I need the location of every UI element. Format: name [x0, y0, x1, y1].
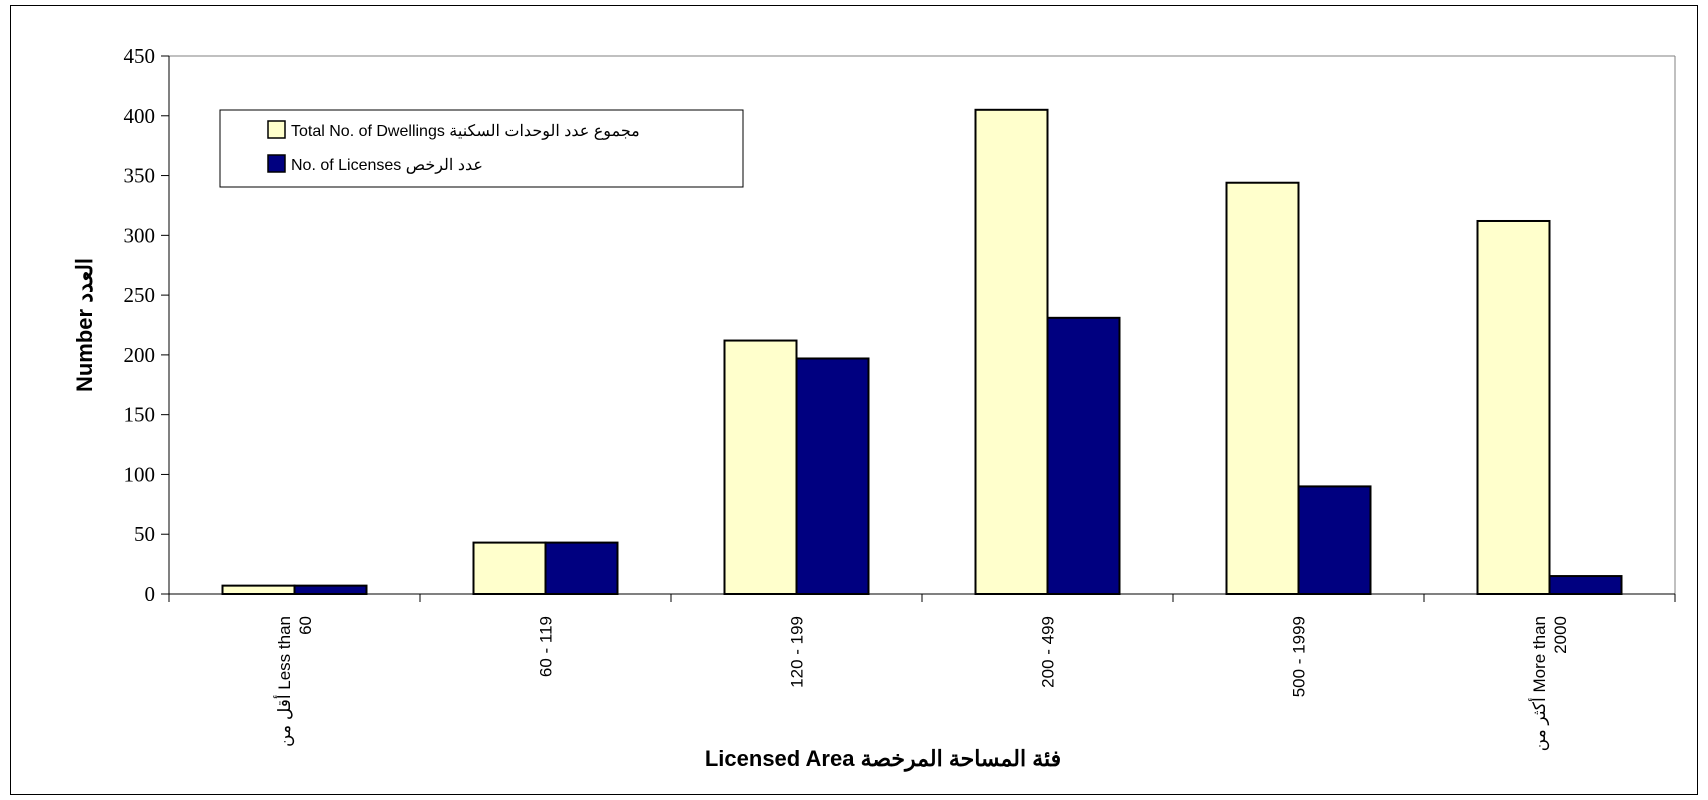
bar-licenses	[293, 584, 368, 595]
bar-licenses	[544, 541, 619, 596]
x-tick-label-line: 120 - 199	[788, 616, 807, 688]
bar-licenses	[1297, 485, 1372, 595]
bars	[221, 108, 1623, 596]
legend-box	[219, 109, 744, 188]
x-tick-label: أكثر من More than 2000	[1528, 616, 1570, 751]
legend-label-licenses: No. of Licenses عدد الرخص	[291, 157, 483, 174]
legend-swatch-dwellings	[267, 120, 286, 139]
bar-licenses	[795, 357, 870, 595]
x-tick-label: 60 - 119	[537, 616, 556, 677]
x-tick-label: أقل من Less than 60	[273, 616, 315, 747]
y-tick-label: 200	[124, 343, 156, 367]
bar-dwellings	[723, 339, 798, 596]
y-tick-label: 250	[124, 283, 156, 307]
y-axis-ticks: 0 50 100 150 200 250 300 350 400 450	[124, 44, 156, 606]
x-tick-label: 500 - 1999	[1290, 616, 1309, 697]
y-tick-label: 0	[145, 582, 156, 606]
axes	[161, 55, 1676, 602]
x-tick-label-line: أقل من Less than	[273, 616, 295, 747]
x-tick-label-line: 200 - 499	[1039, 616, 1058, 688]
bar-licenses	[1046, 316, 1121, 595]
legend-swatch-licenses	[267, 154, 286, 173]
y-tick-label: 300	[124, 223, 156, 247]
x-tick-label-line: 60	[296, 616, 315, 635]
bar-dwellings	[974, 108, 1049, 596]
y-tick-label: 50	[134, 522, 155, 546]
y-tick-label: 450	[124, 44, 156, 68]
legend: Total No. of Dwellings مجموع عدد الوحدات…	[219, 109, 744, 188]
x-tick-label: 200 - 499	[1039, 616, 1058, 688]
x-tick-label-line: 60 - 119	[537, 616, 556, 677]
bar-licenses	[1548, 575, 1623, 595]
x-tick-label-line: 500 - 1999	[1290, 616, 1309, 697]
legend-label-dwellings: Total No. of Dwellings مجموع عدد الوحدات…	[291, 123, 640, 140]
bar-dwellings	[1476, 219, 1551, 595]
x-tick-label: 120 - 199	[788, 616, 807, 688]
bar-dwellings	[1225, 181, 1300, 595]
bar-dwellings	[472, 541, 547, 596]
bar-dwellings	[221, 584, 296, 595]
y-tick-label: 150	[124, 403, 156, 427]
x-tick-label-line: 2000	[1551, 616, 1570, 654]
y-tick-label: 350	[124, 164, 156, 188]
y-axis-title: Number العدد	[72, 258, 97, 392]
x-tick-label-line: أكثر من More than	[1528, 616, 1550, 751]
y-tick-label: 100	[124, 462, 156, 486]
x-axis-tick-labels: أقل من Less than 60 60 - 119 120 - 199 200 -…	[273, 616, 1570, 751]
x-axis-title: Licensed Area فئة المساحة المرخصة	[705, 746, 1061, 772]
y-tick-label: 400	[124, 104, 156, 128]
